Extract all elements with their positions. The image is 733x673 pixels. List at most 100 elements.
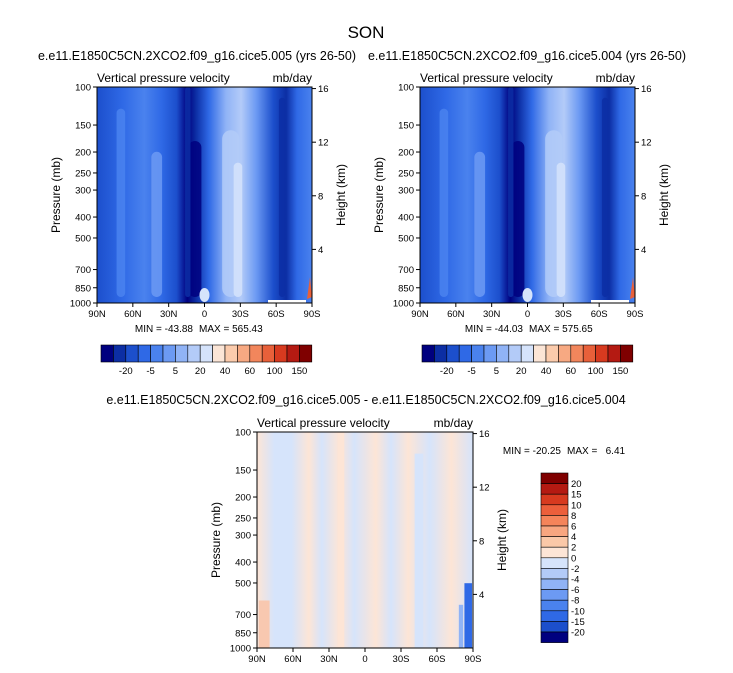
colorbar-label: 40 (541, 366, 552, 377)
colorbar-label: -20 (440, 366, 454, 377)
colorbar-box (540, 589, 569, 601)
x-tick-label: 60S (429, 654, 446, 665)
field-feature (458, 604, 464, 648)
field-feature (185, 87, 191, 297)
x-tick-label: 90N (88, 309, 106, 320)
max-label: MAX = 6.41 (567, 446, 626, 457)
x-tick-label: 60N (124, 309, 142, 320)
field-shading (257, 432, 473, 648)
colorbar-box (540, 578, 569, 590)
field-feature (556, 162, 566, 297)
colorbar-box (150, 344, 164, 363)
field-feature (151, 151, 163, 297)
x-tick-label: 60N (284, 654, 302, 665)
colorbar-label: 60 (566, 366, 577, 377)
field-feature (522, 288, 533, 302)
y-axis-label-right: Height (km) (495, 509, 509, 571)
figure-title: SON (348, 23, 385, 42)
colorbar-label: -20 (119, 366, 133, 377)
y-tick-label: 250 (398, 168, 414, 179)
y-tick-label: 150 (235, 466, 251, 477)
colorbar-label: -6 (571, 585, 579, 596)
y-tick-label: 500 (235, 578, 251, 589)
colorbar-box (421, 344, 435, 363)
field-shading (97, 87, 312, 303)
field-feature (307, 277, 312, 299)
colorbar-box (125, 344, 139, 363)
right-tick-label: 4 (479, 590, 484, 601)
x-tick-label: 90S (465, 654, 482, 665)
colorbar-box (520, 344, 534, 363)
colorbar-box (261, 344, 275, 363)
colorbar-label: -8 (571, 596, 579, 607)
y-tick-label: 700 (398, 265, 414, 276)
colorbar-box (299, 344, 313, 363)
field-feature (337, 432, 345, 648)
y-tick-label: 400 (398, 213, 414, 224)
colorbar-box (508, 344, 522, 363)
min-label: MIN = -44.03 (465, 324, 524, 335)
colorbar-case1: -20 -5 5 20 40 60 100 150 (100, 344, 313, 377)
x-tick-label: 60S (268, 309, 285, 320)
colorbar-box (224, 344, 238, 363)
colorbar-label: 15 (571, 490, 582, 501)
y-tick-label: 300 (398, 186, 414, 197)
x-tick-label: 90N (248, 654, 266, 665)
colorbar-label: 150 (612, 366, 628, 377)
right-tick-label: 8 (479, 536, 484, 547)
x-tick-label: 30S (393, 654, 410, 665)
y-tick-label: 1000 (230, 644, 251, 655)
colorbar-box (540, 631, 569, 643)
y-tick-label: 500 (398, 233, 414, 244)
colorbar-label: 20 (516, 366, 527, 377)
colorbar-box (540, 599, 569, 612)
y-tick-label: 700 (75, 265, 91, 276)
colorbar-label: -2 (571, 564, 579, 575)
panel-case1: e.e11.E1850C5CN.2XCO2.f09_g16.cice5.005 … (38, 49, 356, 335)
colorbar-label: 60 (245, 366, 256, 377)
field-feature (439, 108, 449, 297)
colorbar-label: -5 (467, 366, 475, 377)
colorbar-label: 150 (291, 366, 307, 377)
colorbar-box (483, 344, 497, 363)
y-tick-label: 150 (398, 121, 414, 132)
y-tick-label: 500 (75, 233, 91, 244)
panel-case2: e.e11.E1850C5CN.2XCO2.f09_g16.cice5.004 … (368, 49, 686, 335)
y-tick-label: 850 (75, 283, 91, 294)
colorbar-label: 6 (571, 522, 576, 533)
colorbar-box (162, 344, 176, 363)
min-label: MIN = -20.25 (503, 446, 562, 457)
colorbar-box (607, 344, 621, 363)
colorbar-label: 40 (220, 366, 231, 377)
colorbar-box (540, 493, 569, 506)
colorbar-label: -20 (571, 628, 585, 639)
x-tick-label: 0 (525, 309, 530, 320)
panel-difference: e.e11.E1850C5CN.2XCO2.f09_g16.cice5.005 … (106, 393, 625, 665)
colorbar-box (540, 525, 569, 537)
y-tick-label: 1000 (393, 299, 414, 310)
y-tick-label: 700 (235, 610, 251, 621)
field-feature (233, 162, 243, 297)
field-feature (414, 453, 424, 648)
colorbar-box (175, 344, 189, 363)
x-tick-label: 30N (483, 309, 501, 320)
y-tick-label: 200 (398, 148, 414, 159)
x-tick-label: 60S (591, 309, 608, 320)
colorbar-label: 8 (571, 511, 576, 522)
y-tick-label: 100 (398, 83, 414, 94)
colorbar-box (187, 344, 201, 363)
y-axis-label: Pressure (mb) (372, 157, 386, 233)
y-tick-label: 250 (75, 168, 91, 179)
y-axis-label: Pressure (mb) (209, 502, 223, 578)
field-shading (420, 87, 635, 303)
max-label: MAX = 565.43 (199, 324, 263, 335)
colorbar-box (540, 515, 569, 527)
x-tick-label: 0 (202, 309, 207, 320)
y-tick-label: 850 (235, 628, 251, 639)
x-tick-label: 90N (411, 309, 429, 320)
y-tick-label: 300 (75, 186, 91, 197)
colorbar-box (540, 504, 569, 516)
colorbar-box (212, 344, 226, 363)
y-tick-label: 1000 (70, 299, 91, 310)
